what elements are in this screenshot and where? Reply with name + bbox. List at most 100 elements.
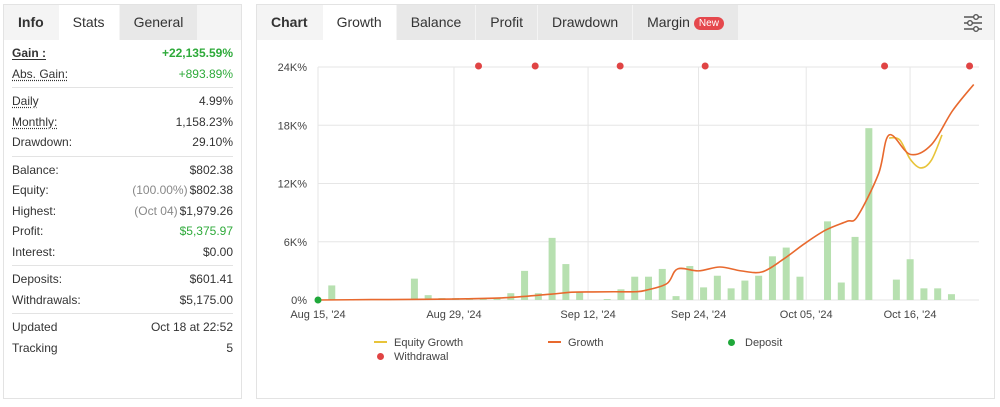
growth-bar — [700, 287, 708, 300]
withdrawal-marker — [616, 62, 624, 70]
chart-panel: Chart Growth Balance Profit Drawdown Mar… — [256, 4, 995, 399]
equity-swatch — [374, 341, 387, 343]
stat-value: +893.89% — [178, 66, 233, 81]
y-tick-label: 6K% — [284, 237, 307, 249]
stat-value: $0.00 — [202, 244, 233, 259]
growth-bar — [328, 285, 336, 300]
stat-label: Updated — [12, 320, 58, 335]
stat-label: Equity: — [12, 183, 49, 198]
stat-value-wrap: $0.00 — [203, 245, 233, 259]
growth-bar — [906, 259, 914, 300]
stat-value-wrap: 29.10% — [192, 135, 233, 149]
tab-growth[interactable]: Growth — [322, 5, 396, 40]
stat-value-wrap: $802.38 — [190, 163, 233, 177]
growth-bar — [617, 289, 625, 300]
stat-label: Balance: — [12, 162, 59, 177]
stat-value: 5 — [226, 340, 233, 355]
growth-bar — [865, 128, 873, 300]
growth-bar — [548, 237, 556, 300]
stats-group: Balance: $802.38 Equity: (100.00%) $802.38 Hi… — [12, 157, 233, 266]
stat-value: $1,979.26 — [179, 203, 233, 218]
stat-value-wrap: +22,135.59% — [162, 46, 233, 60]
legend-withdrawal-label: Withdrawal — [394, 351, 449, 363]
tab-drawdown[interactable]: Drawdown — [537, 5, 633, 40]
legend-withdrawal[interactable]: Withdrawal — [377, 351, 448, 363]
x-tick-label: Oct 16, '24 — [884, 309, 937, 321]
sliders-icon[interactable] — [962, 12, 984, 34]
stat-row: Profit: $5,375.97 — [12, 221, 233, 242]
stat-row: Updated Oct 18 at 22:52 — [12, 317, 233, 338]
legend-growth-label: Growth — [568, 337, 604, 349]
growth-chart[interactable]: 0% 6K% 12K% 18K% 24K% Aug 15, '24 Aug 29, '24 S… — [257, 41, 994, 331]
stat-value-wrap: (100.00%) $802.38 — [132, 183, 233, 197]
stat-label: Tracking — [12, 340, 58, 355]
stat-row: Highest: (Oct 04) $1,979.26 — [12, 201, 233, 222]
growth-swatch — [548, 341, 561, 343]
stat-label[interactable]: Gain : — [12, 46, 47, 61]
growth-bar — [947, 294, 955, 300]
stat-row: Tracking 5 — [12, 338, 233, 359]
growth-bar — [920, 288, 928, 300]
y-tick-label: 24K% — [278, 62, 308, 74]
stat-label: Deposits: — [12, 272, 63, 287]
stat-value-wrap: 1,158.23% — [176, 115, 233, 129]
new-badge: New — [693, 17, 724, 30]
stats-list: Gain : +22,135.59% Abs. Gain: +893.89% Daily… — [4, 40, 241, 361]
legend-equity-growth[interactable]: Equity Growth — [374, 337, 463, 349]
stat-value-wrap: $5,175.00 — [180, 293, 233, 307]
stat-value-wrap: 4.99% — [199, 94, 233, 108]
growth-bar — [934, 288, 942, 300]
tab-info[interactable]: Info — [4, 5, 58, 40]
stat-label: Withdrawals: — [12, 292, 81, 307]
x-tick-label: Sep 24, '24 — [671, 309, 726, 321]
stat-value: 29.10% — [192, 135, 233, 150]
tab-margin[interactable]: Margin New — [633, 5, 738, 40]
deposit-marker — [314, 296, 322, 304]
stat-label[interactable]: Daily — [12, 94, 39, 109]
stat-value: $5,175.00 — [179, 292, 233, 307]
stat-value-wrap: 5 — [226, 341, 233, 355]
growth-bar — [562, 264, 570, 300]
growth-bar — [507, 293, 515, 300]
legend-equity-label: Equity Growth — [394, 337, 464, 349]
stat-value-wrap: (Oct 04) $1,979.26 — [134, 204, 233, 218]
stat-value-wrap: Oct 18 at 22:52 — [151, 320, 233, 334]
withdrawal-marker — [531, 62, 539, 70]
stat-label[interactable]: Abs. Gain: — [12, 66, 69, 81]
legend-deposit[interactable]: Deposit — [728, 337, 782, 349]
growth-bar — [645, 276, 652, 300]
growth-bar — [576, 292, 584, 300]
stat-row: Abs. Gain: +893.89% — [12, 64, 233, 85]
stat-row: Interest: $0.00 — [12, 242, 233, 263]
growth-bar — [824, 221, 832, 300]
growth-bar — [631, 276, 639, 300]
growth-bar — [755, 275, 763, 300]
tab-profit[interactable]: Profit — [476, 5, 537, 40]
legend-growth[interactable]: Growth — [548, 337, 603, 349]
stat-row: Drawdown: 29.10% — [12, 132, 233, 153]
growth-bar — [424, 295, 432, 300]
stat-prefix: (Oct 04) — [134, 203, 178, 218]
tab-balance[interactable]: Balance — [396, 5, 476, 40]
growth-bar — [603, 299, 611, 300]
stat-value-wrap: $5,375.97 — [180, 224, 233, 238]
tab-stats[interactable]: Stats — [58, 5, 119, 40]
stat-label: Highest: — [12, 203, 57, 218]
deposit-swatch — [728, 339, 735, 346]
stat-row: Balance: $802.38 — [12, 160, 233, 181]
x-tick-label: Aug 29, '24 — [426, 309, 481, 321]
growth-bar — [727, 288, 735, 300]
stats-group: Gain : +22,135.59% Abs. Gain: +893.89% — [12, 40, 233, 88]
stat-value: +22,135.59% — [161, 46, 233, 61]
x-tick-label: Aug 15, '24 — [290, 309, 345, 321]
stat-label[interactable]: Monthly: — [12, 114, 58, 129]
chart-tab-bar: Chart Growth Balance Profit Drawdown Mar… — [257, 5, 994, 40]
withdrawal-marker — [881, 62, 889, 70]
stat-value: 4.99% — [198, 94, 233, 109]
stat-label: Drawdown: — [12, 135, 73, 150]
tab-general[interactable]: General — [119, 5, 198, 40]
x-tick-label: Oct 05, '24 — [780, 309, 833, 321]
stat-value-wrap: $601.41 — [190, 272, 233, 286]
stats-group: Daily 4.99% Monthly: 1,158.23% Drawdown: 29.1… — [12, 88, 233, 157]
tab-chart[interactable]: Chart — [257, 5, 322, 40]
